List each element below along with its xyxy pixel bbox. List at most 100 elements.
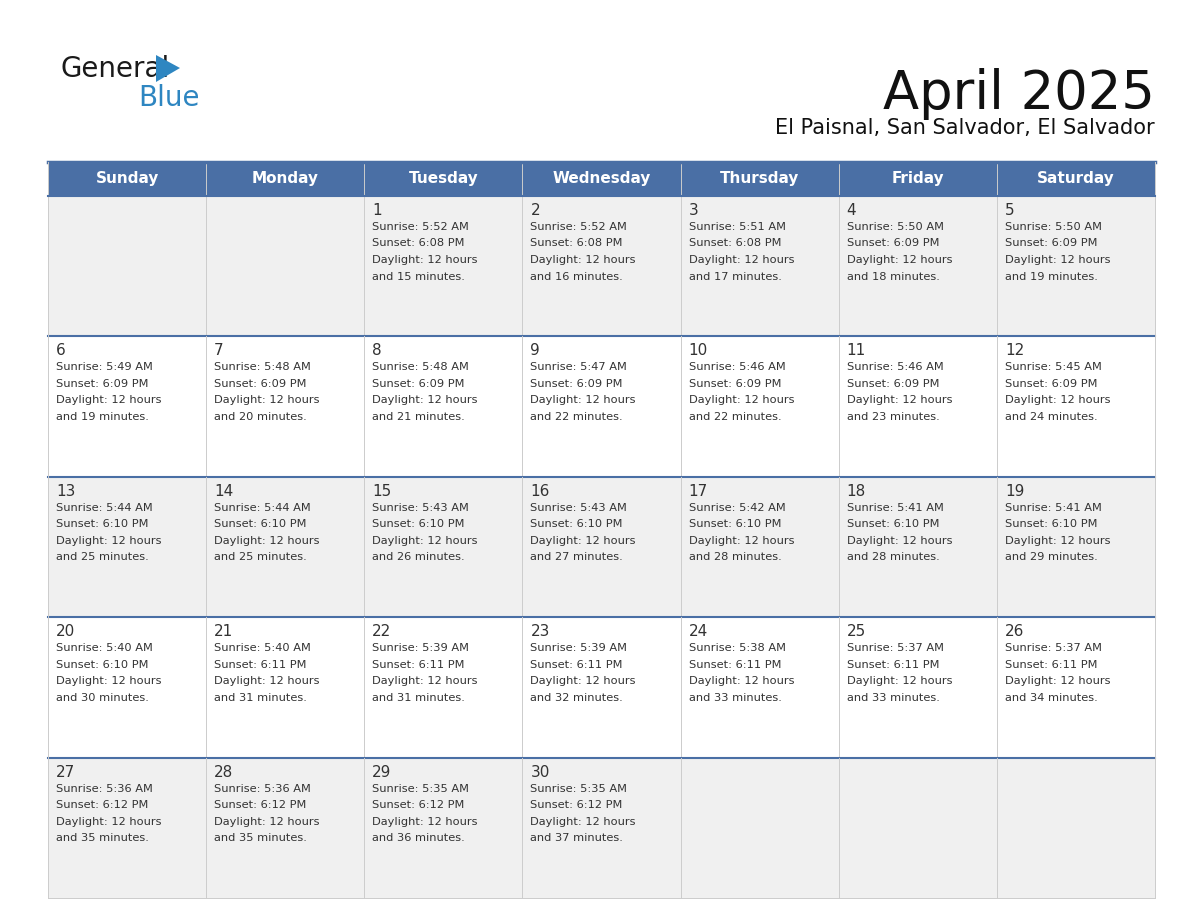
Text: Sunset: 6:10 PM: Sunset: 6:10 PM: [689, 520, 781, 530]
Bar: [48, 476, 1155, 617]
Text: and 28 minutes.: and 28 minutes.: [847, 553, 940, 563]
Text: 28: 28: [214, 765, 233, 779]
Text: 8: 8: [372, 343, 381, 358]
Text: and 32 minutes.: and 32 minutes.: [530, 693, 624, 702]
Text: 14: 14: [214, 484, 233, 498]
Bar: [48, 196, 1155, 336]
Text: Sunset: 6:08 PM: Sunset: 6:08 PM: [530, 239, 623, 249]
Text: Sunset: 6:12 PM: Sunset: 6:12 PM: [372, 800, 465, 810]
Text: and 33 minutes.: and 33 minutes.: [847, 693, 940, 702]
Text: Daylight: 12 hours: Daylight: 12 hours: [56, 677, 162, 686]
Text: Sunset: 6:10 PM: Sunset: 6:10 PM: [214, 520, 307, 530]
Text: Friday: Friday: [891, 172, 944, 186]
Text: Sunset: 6:11 PM: Sunset: 6:11 PM: [214, 660, 307, 670]
Text: Sunrise: 5:38 AM: Sunrise: 5:38 AM: [689, 644, 785, 654]
Text: and 34 minutes.: and 34 minutes.: [1005, 693, 1098, 702]
Text: Daylight: 12 hours: Daylight: 12 hours: [689, 396, 794, 406]
Text: Sunrise: 5:37 AM: Sunrise: 5:37 AM: [1005, 644, 1101, 654]
Text: Daylight: 12 hours: Daylight: 12 hours: [847, 255, 953, 265]
Text: Daylight: 12 hours: Daylight: 12 hours: [1005, 396, 1111, 406]
Text: and 29 minutes.: and 29 minutes.: [1005, 553, 1098, 563]
Text: Daylight: 12 hours: Daylight: 12 hours: [1005, 677, 1111, 686]
Text: 10: 10: [689, 343, 708, 358]
Text: and 23 minutes.: and 23 minutes.: [847, 412, 940, 422]
Text: 5: 5: [1005, 203, 1015, 218]
Text: Sunrise: 5:46 AM: Sunrise: 5:46 AM: [847, 363, 943, 373]
Text: 21: 21: [214, 624, 233, 639]
Text: and 16 minutes.: and 16 minutes.: [530, 272, 624, 282]
Text: Sunrise: 5:44 AM: Sunrise: 5:44 AM: [56, 503, 153, 513]
Text: Daylight: 12 hours: Daylight: 12 hours: [847, 677, 953, 686]
Text: 6: 6: [56, 343, 65, 358]
Text: and 19 minutes.: and 19 minutes.: [56, 412, 148, 422]
Text: Sunrise: 5:48 AM: Sunrise: 5:48 AM: [214, 363, 311, 373]
Text: Daylight: 12 hours: Daylight: 12 hours: [530, 536, 636, 546]
Text: 22: 22: [372, 624, 392, 639]
Bar: [48, 336, 1155, 476]
Text: and 27 minutes.: and 27 minutes.: [530, 553, 624, 563]
Text: and 36 minutes.: and 36 minutes.: [372, 834, 465, 843]
Text: and 37 minutes.: and 37 minutes.: [530, 834, 624, 843]
Text: Sunrise: 5:35 AM: Sunrise: 5:35 AM: [530, 784, 627, 793]
Text: Sunset: 6:12 PM: Sunset: 6:12 PM: [56, 800, 148, 810]
Text: Sunrise: 5:36 AM: Sunrise: 5:36 AM: [214, 784, 311, 793]
Text: 3: 3: [689, 203, 699, 218]
Text: and 31 minutes.: and 31 minutes.: [372, 693, 466, 702]
Polygon shape: [156, 55, 181, 82]
Text: and 31 minutes.: and 31 minutes.: [214, 693, 307, 702]
Text: Daylight: 12 hours: Daylight: 12 hours: [530, 396, 636, 406]
Text: 20: 20: [56, 624, 75, 639]
Text: and 24 minutes.: and 24 minutes.: [1005, 412, 1098, 422]
Text: Sunrise: 5:50 AM: Sunrise: 5:50 AM: [1005, 222, 1101, 232]
Text: Sunset: 6:09 PM: Sunset: 6:09 PM: [372, 379, 465, 389]
Text: Sunday: Sunday: [95, 172, 159, 186]
Text: Daylight: 12 hours: Daylight: 12 hours: [372, 255, 478, 265]
Text: 27: 27: [56, 765, 75, 779]
Text: and 26 minutes.: and 26 minutes.: [372, 553, 465, 563]
Text: Sunset: 6:09 PM: Sunset: 6:09 PM: [1005, 239, 1098, 249]
Text: 16: 16: [530, 484, 550, 498]
Bar: [48, 617, 1155, 757]
Bar: [523, 162, 681, 196]
Text: Sunset: 6:12 PM: Sunset: 6:12 PM: [530, 800, 623, 810]
Text: 26: 26: [1005, 624, 1024, 639]
Text: 7: 7: [214, 343, 223, 358]
Text: 23: 23: [530, 624, 550, 639]
Text: Daylight: 12 hours: Daylight: 12 hours: [214, 396, 320, 406]
Text: Sunrise: 5:37 AM: Sunrise: 5:37 AM: [847, 644, 943, 654]
Text: Daylight: 12 hours: Daylight: 12 hours: [689, 536, 794, 546]
Text: and 22 minutes.: and 22 minutes.: [689, 412, 782, 422]
Text: and 28 minutes.: and 28 minutes.: [689, 553, 782, 563]
Text: Blue: Blue: [138, 84, 200, 112]
Text: Sunset: 6:12 PM: Sunset: 6:12 PM: [214, 800, 307, 810]
Text: Sunset: 6:10 PM: Sunset: 6:10 PM: [56, 520, 148, 530]
Text: Daylight: 12 hours: Daylight: 12 hours: [689, 677, 794, 686]
Text: 18: 18: [847, 484, 866, 498]
Text: 17: 17: [689, 484, 708, 498]
Text: Sunset: 6:11 PM: Sunset: 6:11 PM: [689, 660, 781, 670]
Text: Sunset: 6:09 PM: Sunset: 6:09 PM: [214, 379, 307, 389]
Text: Sunset: 6:09 PM: Sunset: 6:09 PM: [56, 379, 148, 389]
Text: Daylight: 12 hours: Daylight: 12 hours: [1005, 536, 1111, 546]
Text: and 25 minutes.: and 25 minutes.: [56, 553, 148, 563]
Text: 24: 24: [689, 624, 708, 639]
Text: Daylight: 12 hours: Daylight: 12 hours: [1005, 255, 1111, 265]
Text: Sunrise: 5:39 AM: Sunrise: 5:39 AM: [372, 644, 469, 654]
Text: Daylight: 12 hours: Daylight: 12 hours: [214, 536, 320, 546]
Text: and 20 minutes.: and 20 minutes.: [214, 412, 307, 422]
Text: General: General: [61, 55, 169, 83]
Text: 11: 11: [847, 343, 866, 358]
Bar: [681, 162, 839, 196]
Text: Daylight: 12 hours: Daylight: 12 hours: [214, 677, 320, 686]
Text: Monday: Monday: [252, 172, 318, 186]
Text: Sunrise: 5:36 AM: Sunrise: 5:36 AM: [56, 784, 153, 793]
Text: and 19 minutes.: and 19 minutes.: [1005, 272, 1098, 282]
Text: Sunrise: 5:43 AM: Sunrise: 5:43 AM: [372, 503, 469, 513]
Text: Sunrise: 5:47 AM: Sunrise: 5:47 AM: [530, 363, 627, 373]
Text: and 35 minutes.: and 35 minutes.: [56, 834, 148, 843]
Text: Sunset: 6:10 PM: Sunset: 6:10 PM: [56, 660, 148, 670]
Bar: [48, 162, 207, 196]
Text: Sunrise: 5:40 AM: Sunrise: 5:40 AM: [214, 644, 311, 654]
Text: 30: 30: [530, 765, 550, 779]
Text: Sunrise: 5:49 AM: Sunrise: 5:49 AM: [56, 363, 153, 373]
